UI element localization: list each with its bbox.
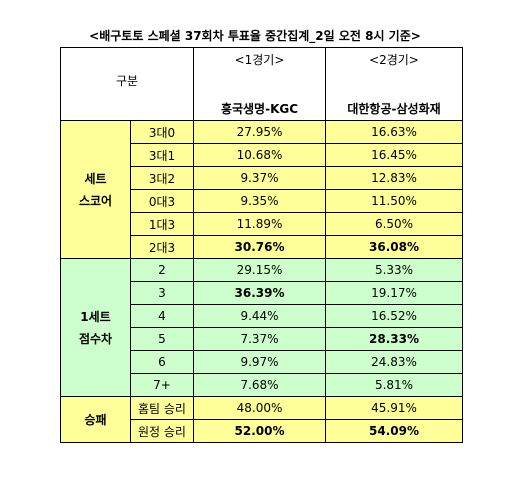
group-label-line: 승패 bbox=[84, 412, 107, 427]
value-cell: 12.83% bbox=[325, 166, 463, 190]
row: 4 9.44% 16.52% bbox=[61, 304, 463, 328]
group-label-line: 세트 bbox=[84, 171, 107, 186]
row-label: 1대3 bbox=[130, 212, 194, 236]
value-cell: 36.39% bbox=[193, 281, 326, 305]
row: 3대1 10.68% 16.45% bbox=[61, 143, 463, 167]
value-cell: 11.89% bbox=[193, 212, 326, 236]
column-header: <2경기> 대한항공-삼성화재 bbox=[325, 47, 463, 121]
column-header: <1경기> 흥국생명-KGC bbox=[193, 47, 326, 121]
row-label: 0대3 bbox=[130, 189, 194, 213]
value-cell: 5.81% bbox=[325, 373, 463, 397]
game-label: <1경기> bbox=[234, 53, 285, 67]
value-cell: 30.76% bbox=[193, 235, 326, 259]
row-label: 홈팀 승리 bbox=[130, 396, 194, 420]
row-label: 3 bbox=[130, 281, 194, 305]
value-cell: 11.50% bbox=[325, 189, 463, 213]
row: 승패 홈팀 승리 48.00% 45.91% bbox=[60, 396, 463, 443]
value-cell: 7.68% bbox=[193, 373, 326, 397]
row-label: 원정 승리 bbox=[130, 419, 194, 443]
row: 7+ 7.68% 5.81% bbox=[61, 373, 463, 397]
row-label: 3대0 bbox=[130, 120, 194, 144]
match-label: 흥국생명-KGC bbox=[220, 102, 299, 116]
value-cell: 9.44% bbox=[193, 304, 326, 328]
value-cell: 16.52% bbox=[325, 304, 463, 328]
match-label: 대한항공-삼성화재 bbox=[347, 102, 441, 116]
game-label: <2경기> bbox=[369, 53, 419, 67]
row-label: 2 bbox=[130, 258, 194, 282]
column-header-box: <1경기> 흥국생명-KGC bbox=[194, 51, 325, 117]
header-label: 구분 bbox=[115, 73, 139, 88]
value-cell: 9.35% bbox=[193, 189, 326, 213]
value-cell: 45.91% bbox=[325, 396, 463, 420]
row: 세트 스코어 3대0 27.95% 16.63% bbox=[60, 120, 463, 259]
row: 2대3 30.76% 36.08% bbox=[61, 235, 463, 259]
column-header-box: <2경기> 대한항공-삼성화재 bbox=[326, 51, 462, 117]
row: 5 7.37% 28.33% bbox=[61, 327, 463, 351]
group-label-line: 1세트 bbox=[80, 309, 111, 324]
value-cell: 19.17% bbox=[325, 281, 463, 305]
value-cell: 36.08% bbox=[325, 235, 463, 259]
header-row: 구분 <1경기> 흥국생명-KGC <2경기> 대한항공-삼성화재 bbox=[60, 47, 463, 121]
value-cell: 5.33% bbox=[325, 258, 463, 282]
row: 원정 승리 52.00% 54.09% bbox=[61, 419, 463, 443]
value-cell: 7.37% bbox=[193, 327, 326, 351]
row: 1세트 점수차 2 29.15% 5.33% bbox=[60, 258, 463, 397]
row-label: 3대1 bbox=[130, 143, 194, 167]
row-label: 3대2 bbox=[130, 166, 194, 190]
value-cell: 6.50% bbox=[325, 212, 463, 236]
value-cell: 16.45% bbox=[325, 143, 463, 167]
row: 1대3 11.89% 6.50% bbox=[61, 212, 463, 236]
title: <배구토토 스페셜 37회차 투표율 중간집계_2일 오전 8시 기준> bbox=[89, 29, 421, 43]
value-cell: 10.68% bbox=[193, 143, 326, 167]
value-cell: 28.33% bbox=[325, 327, 463, 351]
row-label: 2대3 bbox=[130, 235, 194, 259]
group-label-line: 스코어 bbox=[78, 193, 113, 208]
value-cell: 29.15% bbox=[193, 258, 326, 282]
value-cell: 9.37% bbox=[193, 166, 326, 190]
value-cell: 27.95% bbox=[193, 120, 326, 144]
value-cell: 48.00% bbox=[193, 396, 326, 420]
row: 0대3 9.35% 11.50% bbox=[61, 189, 463, 213]
value-cell: 9.97% bbox=[193, 350, 326, 374]
value-cell: 54.09% bbox=[325, 419, 463, 443]
row-label: 7+ bbox=[130, 373, 194, 397]
row: 6 9.97% 24.83% bbox=[61, 350, 463, 374]
value-cell: 24.83% bbox=[325, 350, 463, 374]
value-cell: 16.63% bbox=[325, 120, 463, 144]
row-label: 6 bbox=[130, 350, 194, 374]
header-cell: 구분 bbox=[60, 47, 194, 121]
table: 구분 <1경기> 흥국생명-KGC <2경기> 대한항공-삼성화재 세트 스코어 3대0 27.… bbox=[60, 47, 463, 443]
row-label: 5 bbox=[130, 327, 194, 351]
row-label: 4 bbox=[130, 304, 194, 328]
group-label-line: 점수차 bbox=[78, 331, 113, 346]
group-label: 승패 bbox=[60, 396, 131, 443]
value-cell: 52.00% bbox=[193, 419, 326, 443]
